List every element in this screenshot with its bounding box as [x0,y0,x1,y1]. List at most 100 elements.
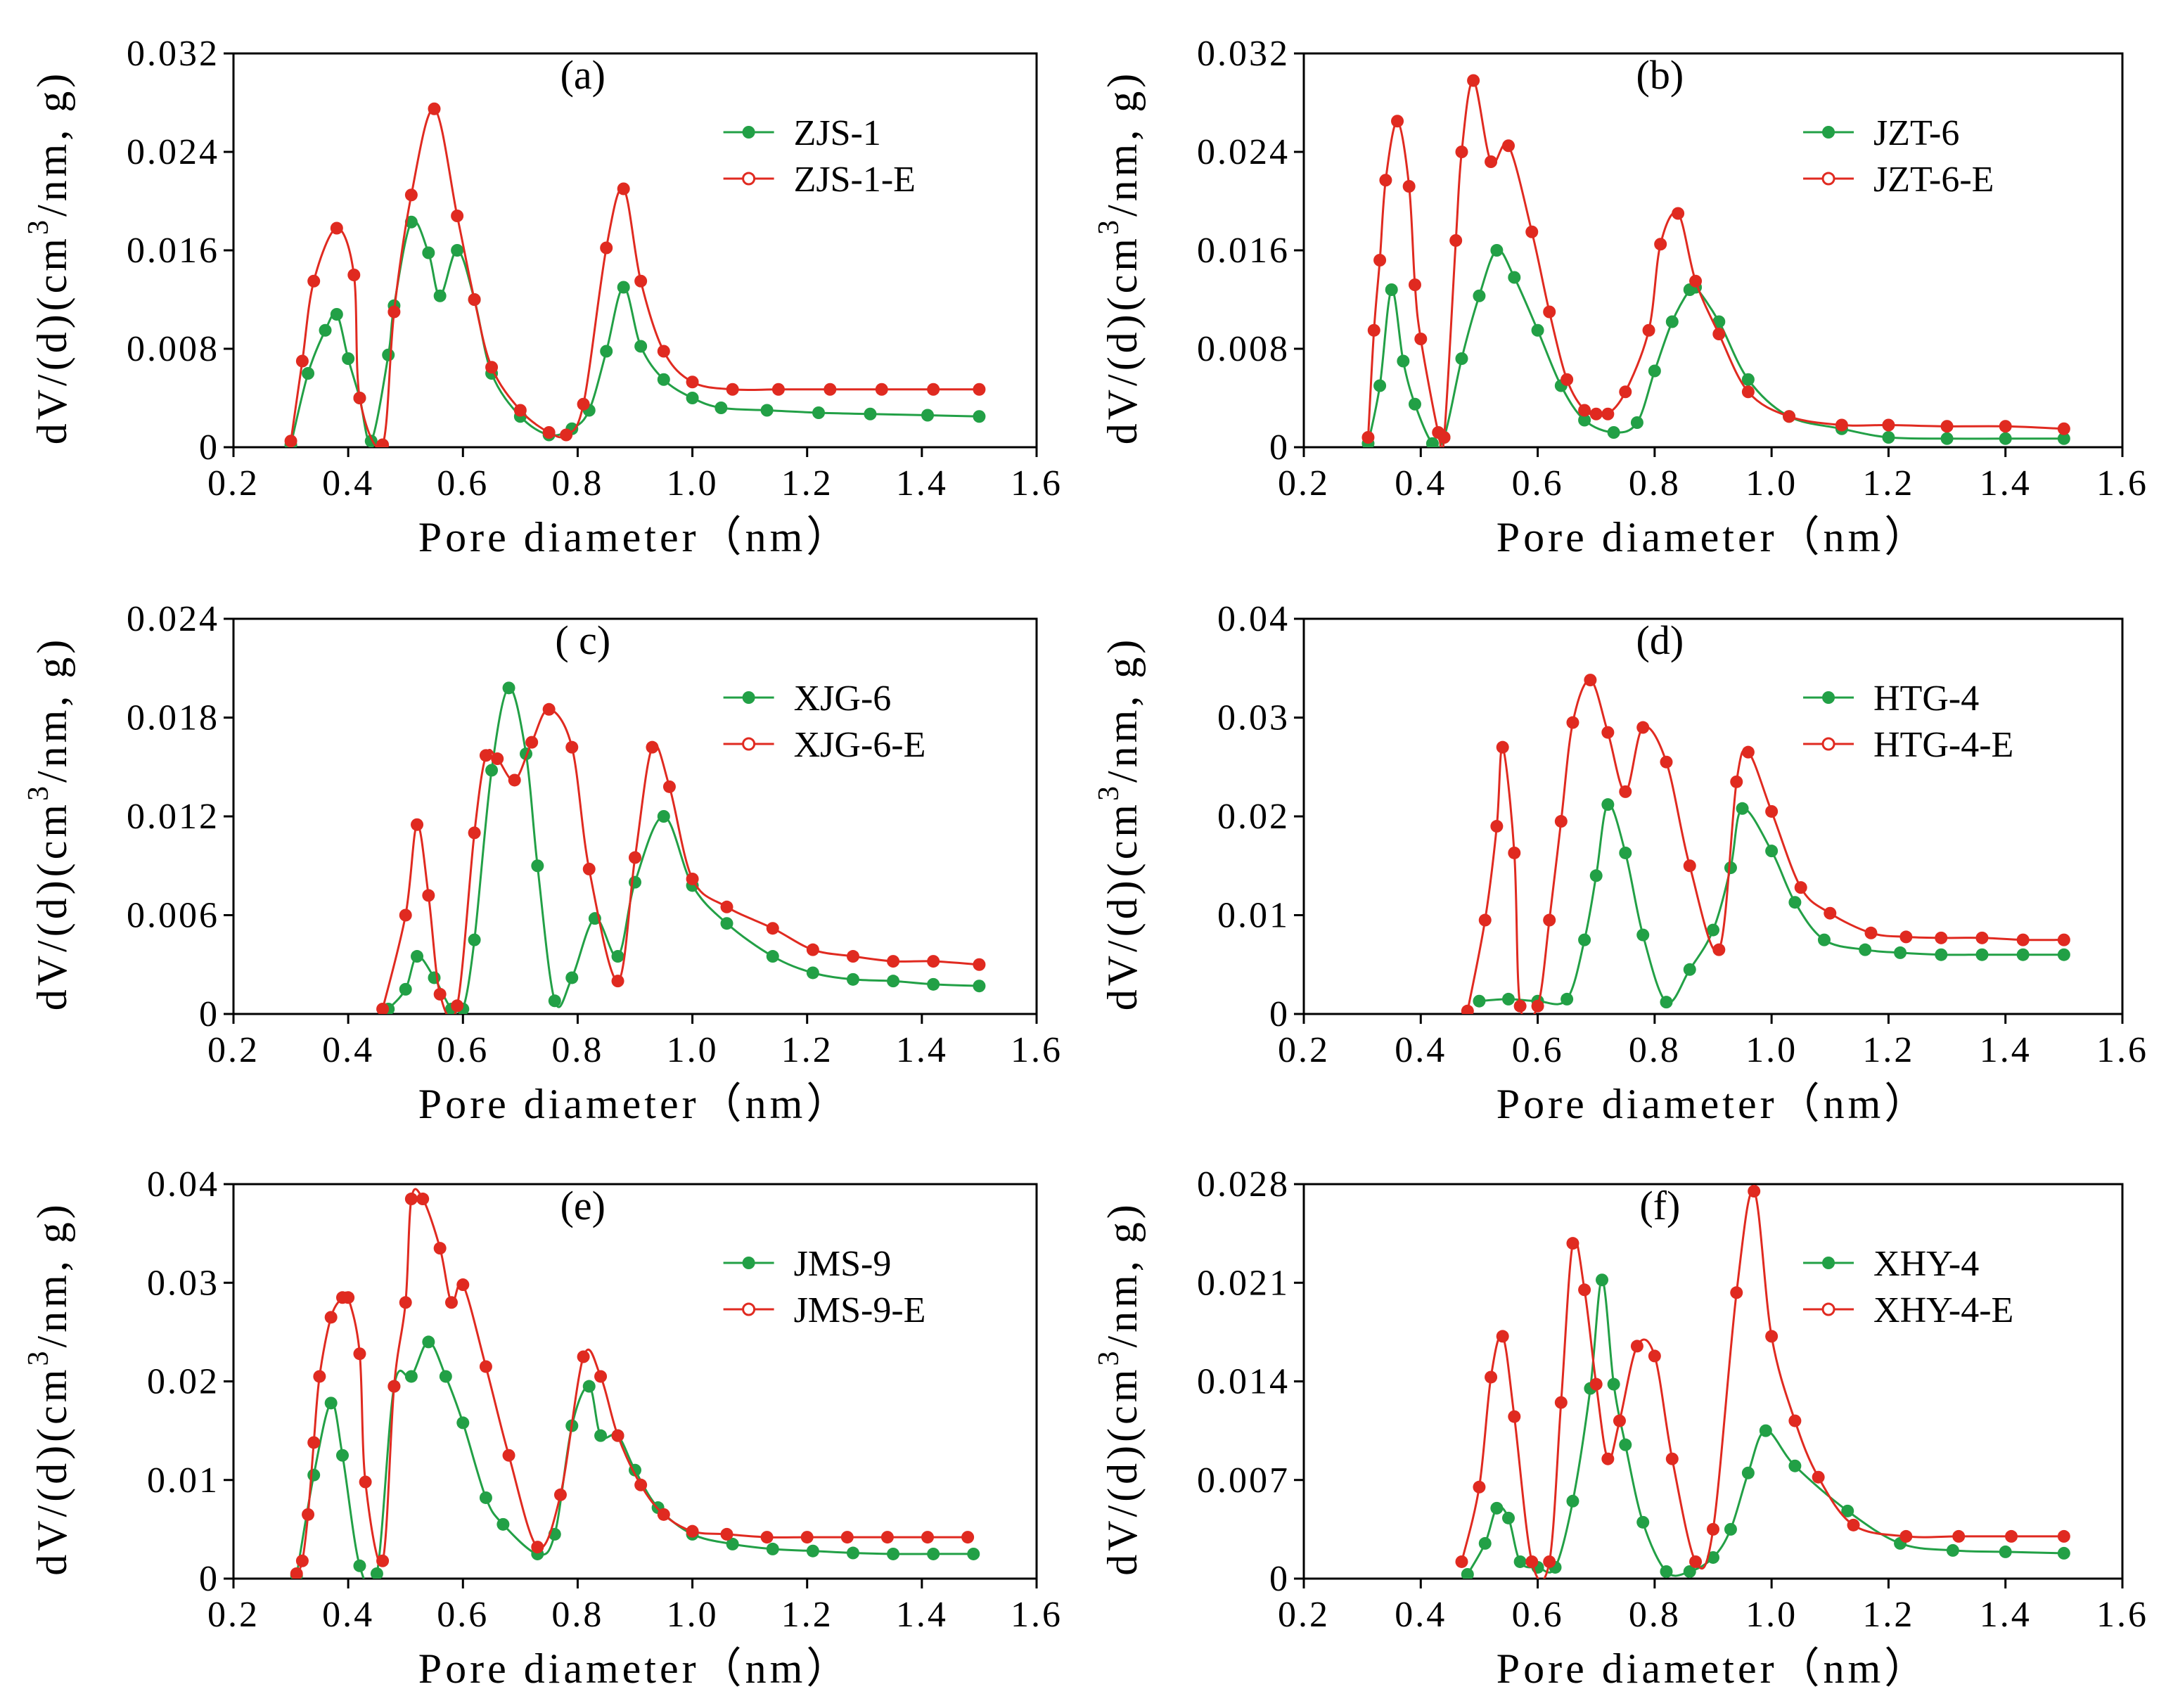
data-point [335,1449,349,1462]
data-point [404,1193,418,1206]
data-point [634,340,648,353]
legend-marker [742,1302,756,1316]
data-point [1525,225,1539,238]
x-tick-label: 0.6 [437,1030,489,1070]
y-tick-label: 0.032 [127,34,219,74]
data-point [404,215,418,229]
data-point [2016,933,2030,946]
series-ZJS-1-E [284,102,986,447]
data-point [594,1370,608,1383]
x-tick-label: 0.6 [1512,1595,1564,1635]
data-point [1513,999,1527,1013]
data-point [973,958,986,971]
legend-label: HTG-4-E [1873,725,2013,765]
data-point [1455,352,1468,365]
x-tick-label: 0.6 [1512,1030,1564,1070]
data-point [451,210,464,222]
data-point [1601,726,1615,739]
data-point [720,900,733,913]
x-tick-label: 1.0 [1745,1030,1797,1070]
data-point [760,404,774,417]
x-tick-label: 1.0 [1745,463,1797,503]
y-axis-title-tail: /nm, g) [29,1201,75,1347]
data-point [582,1380,596,1393]
data-point [1712,315,1726,328]
data-point [1683,963,1696,976]
panel-a: 0.2 0.4 0.6 0.8 1.0 1.2 1.4 1.6 0 0.008 0.016 0.024… [23,34,1060,560]
data-point [846,972,859,986]
data-point [973,410,986,423]
data-point [927,383,940,396]
y-axis-title: dV/(d)(cm3/nm, g) [1093,1201,1146,1576]
legend-marker [1821,737,1835,751]
data-point [1508,846,1521,859]
data-point [1531,323,1544,337]
data-point [376,1002,390,1014]
data-point [284,435,297,447]
y-axis-title: dV/(d)(cm3/nm, g) [23,636,75,1011]
x-tick-label: 0.8 [1629,1595,1681,1635]
series-XHY-4-E [1455,1185,2070,1579]
data-point [1508,271,1521,284]
data-point [1741,1466,1755,1479]
data-point [502,1449,515,1462]
data-point [600,345,613,358]
data-point [1824,906,1837,920]
data-point [456,1416,470,1430]
y-tick-label: 0.02 [147,1362,219,1402]
data-point [399,1296,412,1309]
data-point [1788,1414,1802,1427]
data-point [1485,155,1498,168]
data-point [2016,948,2030,961]
x-tick-label: 0.4 [1395,463,1447,503]
legend-item: XHY-4-E [1803,1290,2013,1330]
data-point [961,1531,975,1544]
series-line [1461,1189,2064,1579]
y-tick-label: 0.016 [1197,231,1290,271]
y-tick-label: 0.008 [1197,329,1290,369]
y-tick-label: 0.006 [127,896,219,936]
data-point [347,269,361,281]
data-point [967,1547,980,1560]
legend-marker [742,126,755,139]
data-point [1508,1410,1521,1423]
data-point [887,1547,900,1560]
data-point [1543,1555,1556,1568]
y-axis-title-main: dV/(d)(cm [1099,1366,1146,1576]
data-point [1736,802,1749,815]
data-point [542,426,556,439]
data-point [404,1370,418,1383]
data-point [1402,180,1416,193]
x-tick-label: 1.2 [1862,1030,1914,1070]
data-point [1712,328,1726,340]
legend-item: XHY-4 [1803,1244,1979,1284]
data-point [766,1542,779,1555]
x-tick-label: 1.4 [896,1030,948,1070]
data-point [1525,1555,1539,1568]
data-point [1543,913,1556,927]
y-axis-title-superscript: 3 [23,217,55,235]
data-point [1817,933,1831,946]
data-point [1765,845,1779,858]
data-point [1882,418,1895,432]
data-point [1935,948,1948,961]
data-point [760,1531,774,1544]
data-point [806,1544,819,1558]
data-point [1502,1511,1515,1524]
panel-f: 0.2 0.4 0.6 0.8 1.0 1.2 1.4 1.6 0 0.007 0.014 0.021… [1093,1164,2146,1692]
data-point [921,409,935,422]
data-point [411,818,424,831]
data-point [1864,926,1878,939]
y-tick-label: 0.01 [147,1460,219,1501]
data-point [353,1347,366,1361]
y-tick-label: 0 [199,994,219,1034]
y-tick-label: 0.014 [1197,1362,1290,1402]
data-point [1513,1555,1527,1568]
x-tick-label: 1.2 [781,463,833,503]
y-tick-label: 0 [1269,428,1290,468]
legend-label: JMS-9 [794,1244,892,1284]
x-tick-label: 1.6 [1011,1595,1063,1635]
legend-marker [742,737,756,751]
x-axis-title: Pore diameter（nm） [1497,1645,1930,1692]
data-point [686,375,699,389]
